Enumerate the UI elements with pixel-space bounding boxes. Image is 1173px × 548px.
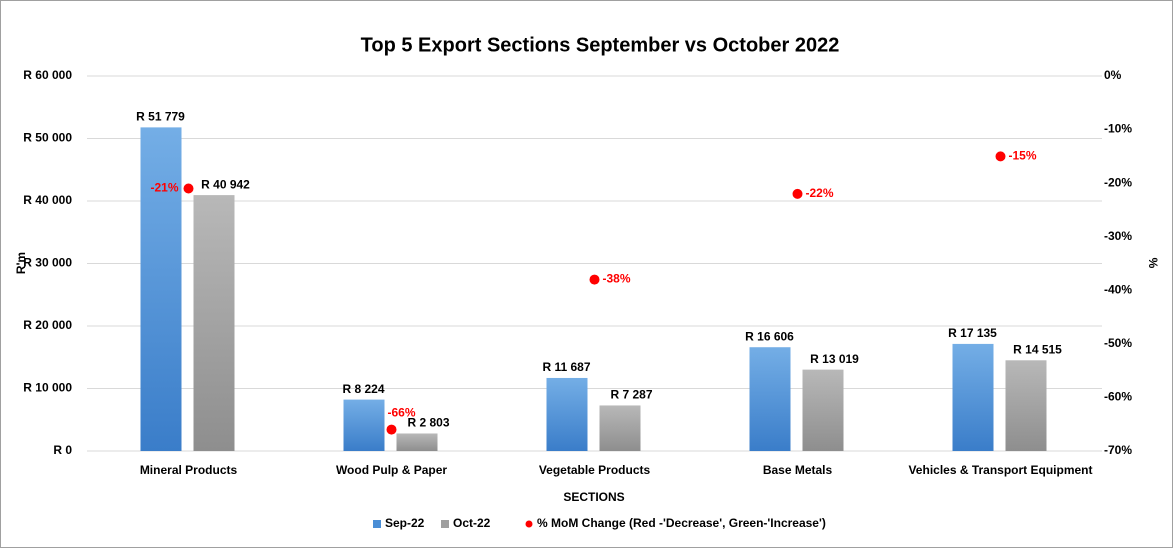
x-tick-label: Mineral Products bbox=[140, 463, 238, 477]
legend-label: Oct-22 bbox=[453, 516, 491, 530]
point bbox=[792, 188, 803, 199]
chart-title: Top 5 Export Sections September vs Octob… bbox=[361, 34, 840, 56]
bar bbox=[343, 399, 385, 451]
data-label: -22% bbox=[806, 186, 834, 200]
data-label: -21% bbox=[150, 181, 178, 195]
legend-swatch bbox=[525, 520, 533, 528]
y-tick-label: R 0 bbox=[53, 443, 72, 457]
legend-label: % MoM Change (Red -'Decrease', Green-'In… bbox=[537, 516, 826, 530]
x-tick-label: Vegetable Products bbox=[539, 463, 651, 477]
data-label: R 14 515 bbox=[1013, 342, 1062, 356]
data-label: R 13 019 bbox=[810, 352, 859, 366]
y2-tick-label: -30% bbox=[1104, 229, 1132, 243]
y-tick-label: R 20 000 bbox=[23, 318, 72, 332]
bar bbox=[749, 347, 791, 451]
y2-tick-label: -40% bbox=[1104, 282, 1132, 296]
legend-label: Sep-22 bbox=[385, 516, 425, 530]
data-label: R 40 942 bbox=[201, 177, 250, 191]
data-label: -15% bbox=[1009, 149, 1037, 163]
bar bbox=[193, 195, 235, 451]
data-label: R 11 687 bbox=[542, 360, 590, 374]
y2-tick-label: -20% bbox=[1104, 175, 1132, 189]
y2-tick-label: -50% bbox=[1104, 336, 1132, 350]
data-label: R 7 287 bbox=[610, 388, 652, 402]
point bbox=[386, 424, 397, 435]
y-tick-label: R 60 000 bbox=[23, 68, 72, 82]
data-label: -66% bbox=[388, 406, 416, 420]
y-tick-label: R 50 000 bbox=[23, 131, 72, 145]
bar bbox=[952, 343, 994, 451]
x-tick-label: Vehicles & Transport Equipment bbox=[908, 463, 1092, 477]
bar bbox=[140, 127, 182, 451]
data-label: R 16 606 bbox=[745, 329, 794, 343]
y2-tick-label: -10% bbox=[1104, 122, 1132, 136]
y-axis-title: R'm bbox=[14, 252, 28, 274]
x-tick-label: Base Metals bbox=[763, 463, 833, 477]
point bbox=[589, 274, 600, 285]
bar bbox=[599, 405, 641, 451]
y2-tick-label: 0% bbox=[1104, 68, 1122, 82]
data-label: R 2 803 bbox=[407, 416, 449, 430]
y2-axis-title: % bbox=[1146, 258, 1160, 269]
legend-swatch bbox=[373, 520, 381, 528]
bar bbox=[546, 377, 588, 451]
bar bbox=[802, 369, 844, 451]
data-label: R 17 135 bbox=[948, 326, 997, 340]
y-tick-label: R 30 000 bbox=[23, 256, 72, 270]
data-label: R 8 224 bbox=[342, 382, 384, 396]
x-tick-label: Wood Pulp & Paper bbox=[336, 463, 447, 477]
bar bbox=[1005, 360, 1047, 451]
point bbox=[995, 151, 1006, 162]
y2-tick-label: -60% bbox=[1104, 390, 1132, 404]
y-tick-label: R 40 000 bbox=[23, 193, 72, 207]
data-label: R 51 779 bbox=[136, 110, 185, 124]
y2-tick-label: -70% bbox=[1104, 443, 1132, 457]
point bbox=[183, 183, 194, 194]
bar bbox=[396, 433, 438, 451]
legend-swatch bbox=[441, 520, 449, 528]
data-label: -38% bbox=[603, 272, 631, 286]
x-axis-title: SECTIONS bbox=[563, 490, 624, 504]
y-tick-label: R 10 000 bbox=[23, 381, 72, 395]
